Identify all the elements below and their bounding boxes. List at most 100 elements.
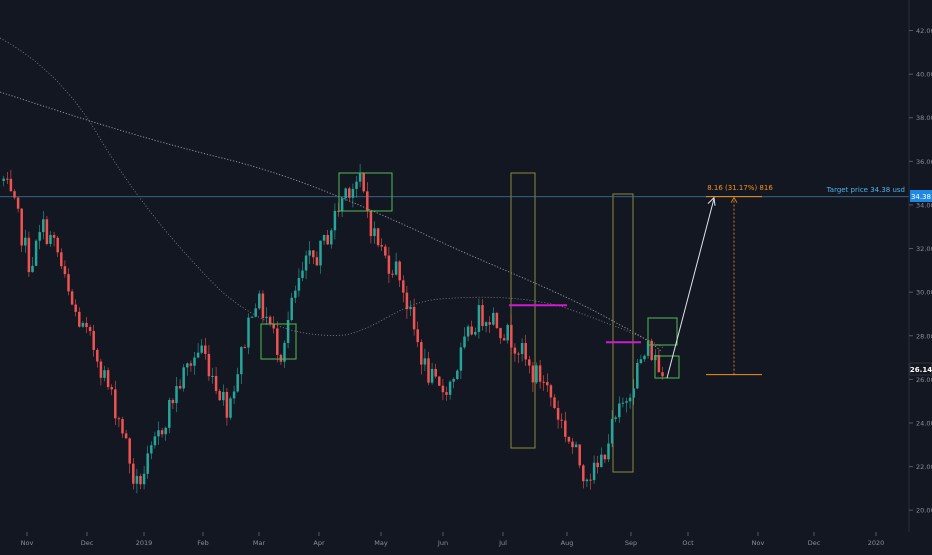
candle-body <box>387 255 391 274</box>
candle-body <box>117 418 121 420</box>
candle-body <box>286 319 290 343</box>
candle-body <box>380 245 383 247</box>
candle-body <box>513 347 517 354</box>
candle-body <box>315 257 319 266</box>
candle-body <box>481 305 484 326</box>
candle-body <box>434 368 437 377</box>
candle-body <box>247 317 250 348</box>
candle-body <box>16 197 20 209</box>
candle-body <box>186 363 189 368</box>
candle-body <box>384 246 387 256</box>
candle-body <box>592 462 596 481</box>
candle-body <box>333 210 337 231</box>
target-price-tag <box>910 190 932 202</box>
candle-body <box>160 430 164 435</box>
candle-body <box>92 331 95 350</box>
candle-body <box>13 191 16 198</box>
candle-body <box>405 292 409 310</box>
candle-body <box>571 441 574 448</box>
candle-body <box>420 342 423 365</box>
time-axis[interactable]: Nov Dec 2019 Feb Mar Apr May Jun Jul Aug Sep Oct Nov… <box>21 532 885 547</box>
candle-body <box>312 250 315 258</box>
candle-body <box>636 362 639 389</box>
candle-body <box>488 322 491 325</box>
candle-body <box>409 306 412 310</box>
candle-body <box>114 389 117 419</box>
candle-body <box>549 385 553 398</box>
candle-body <box>124 433 128 439</box>
candle-body <box>265 316 268 319</box>
candle-body <box>297 277 301 291</box>
price-range-tool[interactable]: 8.16 (31.17%) 816 <box>666 184 773 379</box>
candle-body <box>63 266 67 275</box>
candle-body <box>182 367 185 389</box>
time-tick-label: Oct <box>682 539 694 547</box>
candle-body <box>211 375 214 377</box>
time-tick-label: Sep <box>625 539 637 547</box>
candle-body <box>416 329 419 343</box>
candle-body <box>344 188 347 199</box>
candle-body <box>517 353 520 355</box>
price-tick-label: 42.00 <box>916 27 932 35</box>
candle-body <box>564 420 567 437</box>
candle-body <box>348 188 351 198</box>
measure-label: 8.16 (31.17%) 816 <box>707 184 773 192</box>
time-tick-label: Jul <box>498 539 507 547</box>
target-price-tag-label: 34.38 <box>911 193 931 201</box>
candle-body <box>78 311 81 327</box>
price-tick-label: 24.00 <box>916 419 932 427</box>
candle-body <box>546 382 549 386</box>
candle-body <box>340 198 344 212</box>
measure-arrowhead <box>730 196 738 203</box>
candle-body <box>607 443 610 460</box>
candle-body <box>470 326 473 335</box>
candle-body <box>402 280 405 293</box>
time-tick-label: Aug <box>561 539 574 547</box>
candle-body <box>294 290 297 298</box>
current-price-tag-label: 26.14 <box>910 366 932 374</box>
candle-body <box>135 475 139 484</box>
highlight-column <box>510 172 536 449</box>
candle-body <box>556 407 560 420</box>
candle-body <box>200 345 203 353</box>
highlight-box <box>647 317 678 346</box>
time-tick-label: Feb <box>197 539 209 547</box>
time-tick-label: Apr <box>313 539 325 547</box>
price-tick-label: 40.00 <box>916 71 932 79</box>
candle-body <box>362 173 365 192</box>
candle-body <box>319 240 322 266</box>
candle-body <box>477 305 481 332</box>
candle-body <box>510 324 513 348</box>
price-axis[interactable]: 42.00 40.00 38.00 36.00 34.00 32.00 30.00 28.00… <box>909 27 932 515</box>
candle-body <box>394 261 398 275</box>
highlight-box <box>338 172 393 212</box>
highlight-box <box>260 323 297 360</box>
candle-body <box>218 391 221 401</box>
candle-body <box>492 312 495 325</box>
candle-body <box>99 361 103 378</box>
price-tick-label: 38.00 <box>916 114 932 122</box>
time-tick-label: Nov <box>21 539 34 547</box>
candle-body <box>189 363 193 366</box>
candle-body <box>88 327 92 332</box>
candle-body <box>355 181 358 189</box>
highlight-column <box>612 193 634 473</box>
candles <box>2 163 664 494</box>
candle-body <box>531 365 535 383</box>
candle-body <box>153 436 157 446</box>
candle-body <box>56 237 59 253</box>
candle-body <box>272 323 275 329</box>
candle-body <box>168 399 171 428</box>
projection-arrow-line <box>666 198 715 379</box>
candle-body <box>542 381 545 383</box>
candle-body <box>578 444 581 466</box>
candle-body <box>567 436 571 442</box>
candle-body <box>254 308 257 317</box>
projection-arrowhead <box>707 196 716 206</box>
candle-body <box>610 418 614 444</box>
candle-body <box>582 465 585 482</box>
candle-body <box>358 173 362 182</box>
moving-averages <box>0 37 665 353</box>
